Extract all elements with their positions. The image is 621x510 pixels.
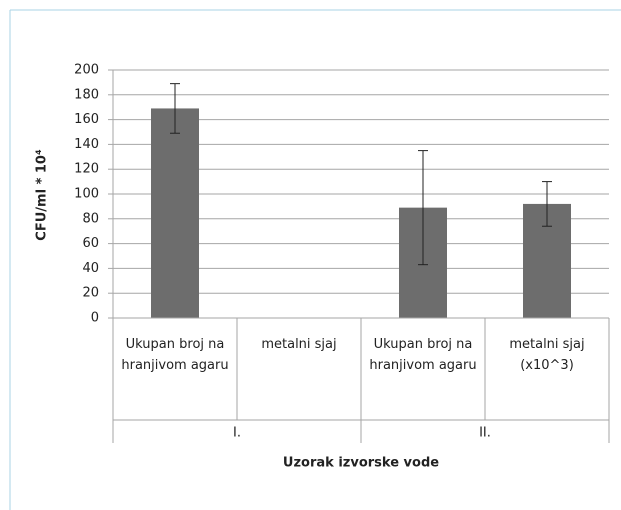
y-tick-label: 160 — [74, 112, 99, 127]
x-tick-label: metalni sjaj (x10^3) — [509, 337, 585, 373]
x-tick-label: metalni sjaj — [261, 337, 337, 352]
y-tick-label: 120 — [74, 162, 99, 177]
bar — [151, 108, 199, 318]
y-tick-label: 80 — [82, 211, 99, 226]
y-axis-title: CFU/ml * 10⁴ — [35, 149, 50, 241]
x-tick-label: Ukupan broj na hranjivom agaru — [121, 337, 229, 373]
y-tick-label: 0 — [91, 311, 99, 326]
y-tick-label: 20 — [82, 286, 99, 301]
y-tick-label: 180 — [74, 87, 99, 102]
y-tick-label: 200 — [74, 63, 99, 78]
group-label: I. — [233, 426, 241, 441]
x-tick-label: Ukupan broj na hranjivom agaru — [369, 337, 477, 373]
y-tick-label: 40 — [82, 261, 99, 276]
y-tick-label: 100 — [74, 187, 99, 202]
x-axis-title: Uzorak izvorske vode — [283, 456, 439, 471]
y-tick-label: 140 — [74, 137, 99, 152]
y-tick-label: 60 — [82, 236, 99, 251]
group-label: II. — [479, 426, 491, 441]
